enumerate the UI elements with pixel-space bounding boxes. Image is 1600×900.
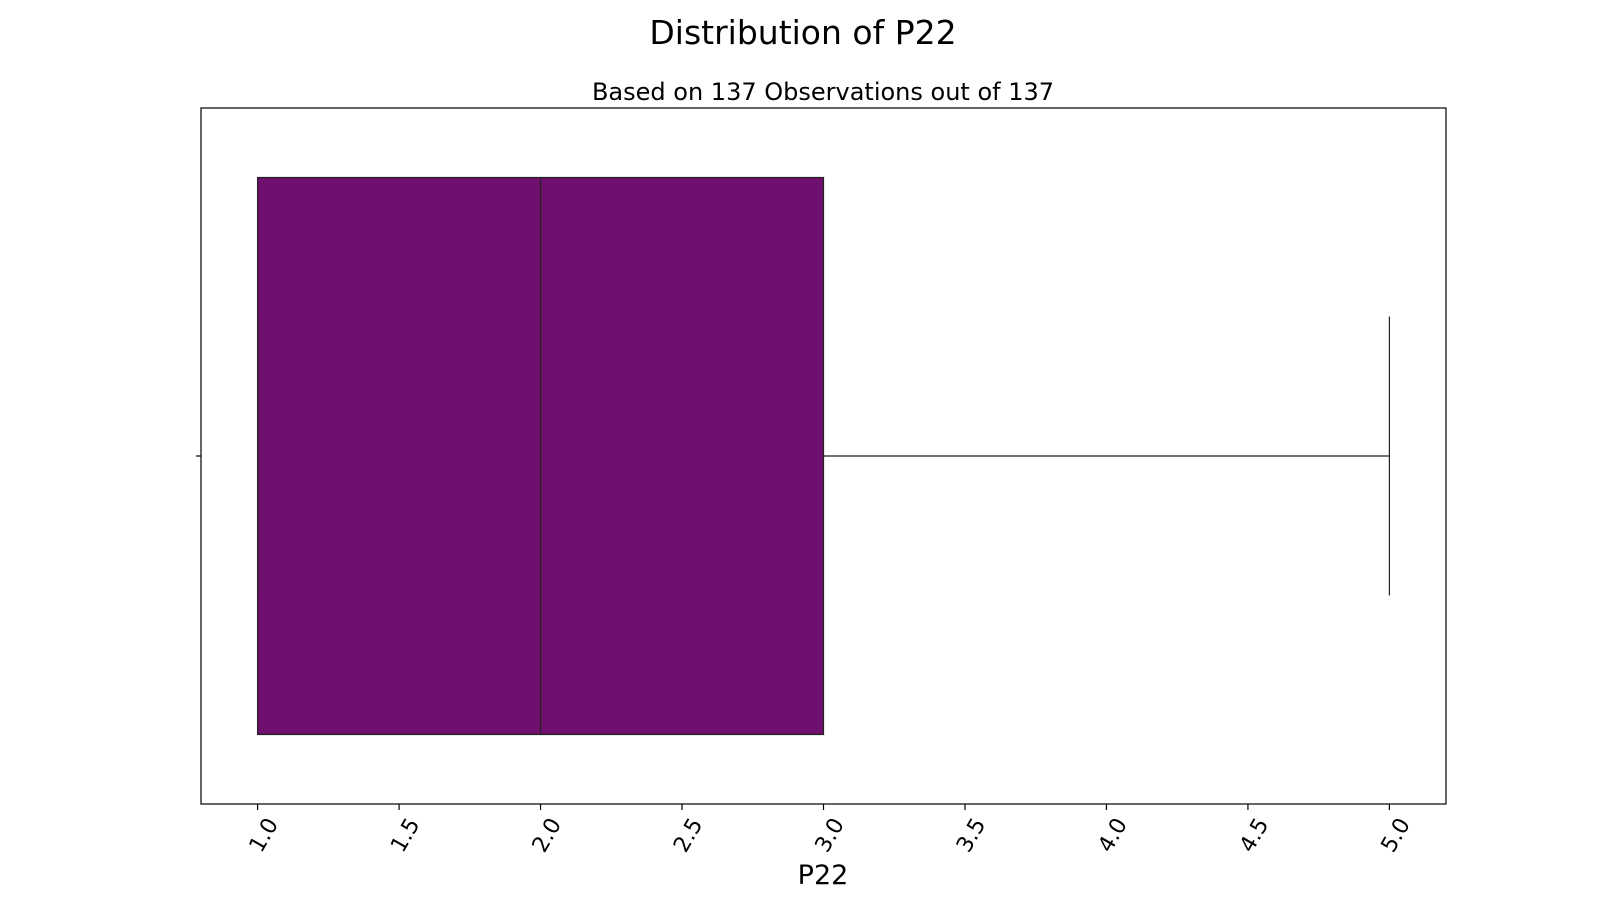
x-tick-label: 4.5 xyxy=(1235,814,1274,857)
x-tick-label: 3.5 xyxy=(952,814,991,857)
plot-area xyxy=(196,107,1447,805)
x-axis-label: P22 xyxy=(798,860,849,891)
box-group xyxy=(256,176,1391,736)
x-tick-label: 4.0 xyxy=(1094,814,1133,857)
x-tick-label: 2.0 xyxy=(528,814,567,857)
chart-title: Distribution of P22 xyxy=(649,13,956,52)
x-tick-label: 2.5 xyxy=(669,814,708,857)
x-tick-label: 1.5 xyxy=(386,814,425,857)
chart-subtitle: Based on 137 Observations out of 137 xyxy=(592,78,1054,106)
x-axis: 1.0 1.5 2.0 2.5 3.0 3.5 4.0 4.5 5.0 xyxy=(245,804,1416,857)
x-tick-label: 5.0 xyxy=(1377,814,1416,857)
x-tick-label: 3.0 xyxy=(811,814,850,857)
x-tick-label: 1.0 xyxy=(245,814,284,857)
